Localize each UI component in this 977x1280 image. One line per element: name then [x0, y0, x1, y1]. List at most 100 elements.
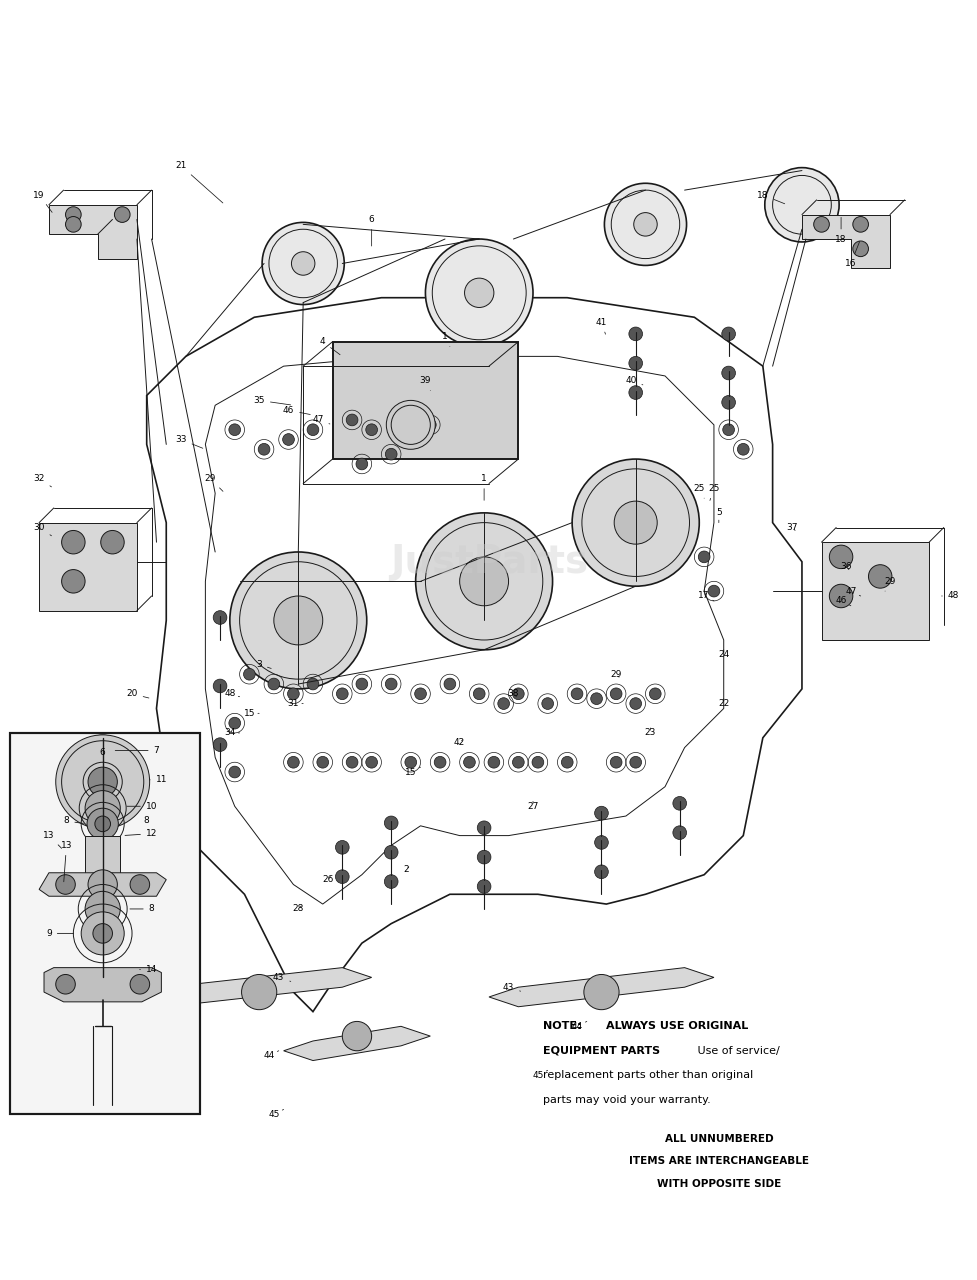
Circle shape	[473, 687, 485, 700]
Circle shape	[828, 545, 852, 568]
Circle shape	[130, 974, 149, 995]
Circle shape	[213, 737, 227, 751]
Text: 20: 20	[126, 690, 149, 699]
Text: 21: 21	[175, 161, 223, 204]
Circle shape	[130, 874, 149, 895]
Circle shape	[241, 974, 276, 1010]
Text: parts may void your warranty.: parts may void your warranty.	[542, 1094, 710, 1105]
Text: 19: 19	[33, 191, 52, 212]
Text: 48: 48	[224, 690, 239, 699]
Text: 8: 8	[130, 905, 154, 914]
Polygon shape	[137, 968, 371, 1007]
Circle shape	[672, 826, 686, 840]
Circle shape	[229, 717, 240, 730]
Circle shape	[415, 513, 552, 650]
Circle shape	[56, 874, 75, 895]
Circle shape	[384, 817, 398, 829]
Text: 5: 5	[715, 508, 721, 522]
Circle shape	[813, 216, 828, 232]
Text: 14: 14	[140, 965, 157, 974]
Circle shape	[628, 356, 642, 370]
Text: 37: 37	[786, 524, 797, 532]
Text: 44: 44	[571, 1021, 586, 1030]
Text: 17: 17	[698, 591, 713, 600]
Circle shape	[629, 756, 641, 768]
Polygon shape	[44, 968, 161, 1002]
Circle shape	[85, 791, 120, 826]
Circle shape	[541, 698, 553, 709]
Circle shape	[614, 502, 657, 544]
Circle shape	[594, 836, 608, 850]
Circle shape	[335, 870, 349, 883]
Polygon shape	[39, 522, 137, 611]
Text: 29: 29	[883, 577, 895, 591]
Circle shape	[604, 183, 686, 265]
Circle shape	[531, 756, 543, 768]
Circle shape	[342, 1021, 371, 1051]
Circle shape	[65, 216, 81, 232]
Text: 25: 25	[693, 484, 704, 498]
Circle shape	[434, 756, 446, 768]
Circle shape	[594, 806, 608, 820]
Text: 11: 11	[149, 776, 167, 785]
Circle shape	[229, 767, 240, 778]
Circle shape	[384, 874, 398, 888]
Text: 1: 1	[442, 333, 449, 347]
Text: ALWAYS USE ORIGINAL: ALWAYS USE ORIGINAL	[606, 1021, 747, 1032]
Circle shape	[463, 756, 475, 768]
Text: 10: 10	[127, 801, 157, 810]
Circle shape	[852, 241, 868, 256]
Circle shape	[384, 845, 398, 859]
Circle shape	[477, 850, 490, 864]
Polygon shape	[283, 1027, 430, 1061]
Bar	[332, 342, 518, 460]
Circle shape	[258, 443, 270, 456]
Text: 25: 25	[707, 484, 719, 500]
Text: 29: 29	[204, 474, 223, 492]
Circle shape	[274, 596, 322, 645]
Bar	[85, 836, 120, 873]
Circle shape	[282, 434, 294, 445]
Text: 8: 8	[144, 817, 149, 826]
Text: 6: 6	[100, 748, 106, 756]
Circle shape	[230, 552, 366, 689]
Text: 6: 6	[368, 215, 374, 246]
Circle shape	[424, 419, 436, 430]
Circle shape	[721, 366, 735, 380]
Text: replacement parts other than original: replacement parts other than original	[542, 1070, 752, 1080]
Circle shape	[672, 796, 686, 810]
Text: NOTE:: NOTE:	[542, 1021, 584, 1032]
Text: ITEMS ARE INTERCHANGEABLE: ITEMS ARE INTERCHANGEABLE	[628, 1156, 808, 1166]
Circle shape	[268, 678, 279, 690]
Circle shape	[828, 584, 852, 608]
Text: 2: 2	[403, 865, 408, 874]
Circle shape	[88, 767, 117, 796]
Text: 39: 39	[419, 376, 431, 390]
Circle shape	[721, 396, 735, 410]
Circle shape	[722, 424, 734, 435]
Circle shape	[628, 385, 642, 399]
Circle shape	[459, 557, 508, 605]
Bar	[10, 733, 200, 1115]
Text: 40: 40	[624, 376, 642, 385]
Circle shape	[707, 585, 719, 596]
Circle shape	[56, 974, 75, 995]
Text: 35: 35	[253, 396, 290, 404]
Text: 12: 12	[125, 829, 157, 838]
Text: 33: 33	[175, 435, 202, 448]
Circle shape	[512, 756, 524, 768]
Circle shape	[62, 530, 85, 554]
Text: 4: 4	[319, 337, 340, 355]
Text: 8: 8	[64, 817, 83, 826]
Text: 46: 46	[282, 406, 310, 415]
Text: 30: 30	[33, 524, 52, 536]
Circle shape	[114, 207, 130, 223]
Polygon shape	[49, 205, 137, 259]
Circle shape	[287, 687, 299, 700]
Circle shape	[307, 678, 319, 690]
Circle shape	[56, 735, 149, 828]
Text: 18: 18	[756, 191, 784, 204]
Circle shape	[287, 756, 299, 768]
Circle shape	[385, 678, 397, 690]
Circle shape	[365, 424, 377, 435]
